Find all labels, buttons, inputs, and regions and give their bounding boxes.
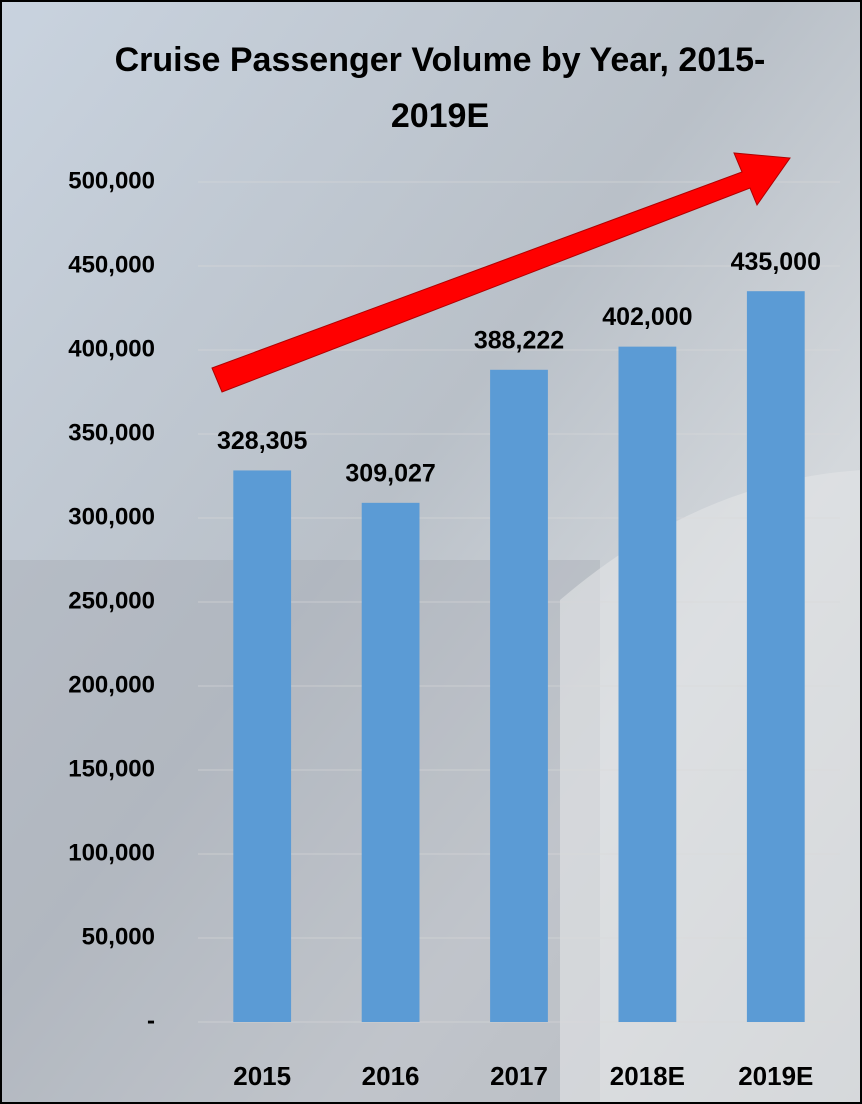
data-label: 328,305 bbox=[217, 427, 307, 455]
y-tick-label: - bbox=[147, 1007, 155, 1034]
chart-title: Cruise Passenger Volume by Year, 2015-20… bbox=[114, 41, 766, 135]
y-tick-label: 250,000 bbox=[68, 587, 155, 614]
y-tick-label: 450,000 bbox=[68, 251, 155, 278]
bar bbox=[233, 470, 292, 1022]
x-tick-label: 2017 bbox=[490, 1061, 548, 1091]
data-label: 309,027 bbox=[345, 459, 435, 487]
y-tick-label: 150,000 bbox=[68, 755, 155, 782]
y-tick-label: 50,000 bbox=[82, 923, 155, 950]
trend-arrow bbox=[211, 152, 791, 393]
y-tick-label: 300,000 bbox=[68, 503, 155, 530]
bar bbox=[361, 502, 420, 1023]
bars bbox=[233, 291, 805, 1023]
y-tick-label: 200,000 bbox=[68, 671, 155, 698]
y-tick-label: 400,000 bbox=[68, 335, 155, 362]
y-tick-label: 350,000 bbox=[68, 419, 155, 446]
data-label: 402,000 bbox=[602, 303, 692, 331]
y-tick-label: 500,000 bbox=[68, 167, 155, 194]
x-tick-label: 2018E bbox=[610, 1061, 685, 1091]
bar bbox=[746, 291, 805, 1022]
data-label: 435,000 bbox=[731, 248, 821, 276]
background-ship bbox=[560, 470, 862, 1104]
bar bbox=[618, 346, 677, 1022]
x-tick-label: 2019E bbox=[738, 1061, 813, 1091]
data-label: 388,222 bbox=[474, 326, 564, 354]
x-tick-label: 2015 bbox=[233, 1061, 291, 1091]
bar bbox=[490, 369, 548, 1022]
labels: - 50,000 100,000 150,000 200,000 250,000 300,0… bbox=[68, 167, 821, 1091]
y-tick-label: 100,000 bbox=[68, 839, 155, 866]
x-tick-label: 2016 bbox=[362, 1061, 420, 1091]
